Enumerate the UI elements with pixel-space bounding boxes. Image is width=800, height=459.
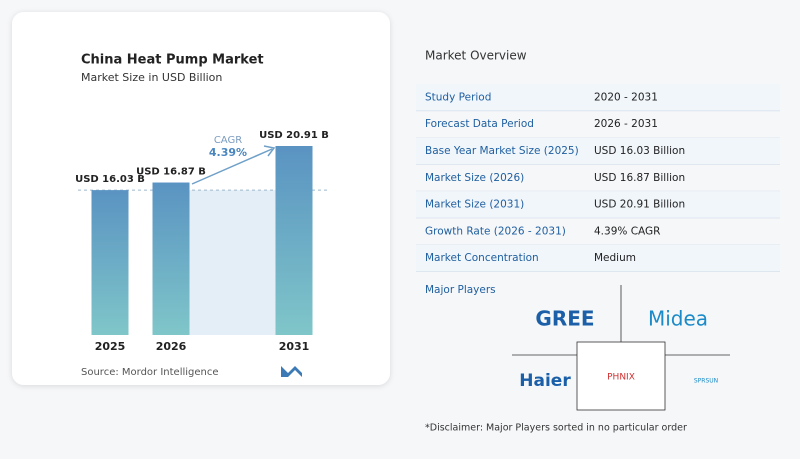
cagr-arrow-head xyxy=(263,145,276,157)
table-label: Base Year Market Size (2025) xyxy=(425,145,579,157)
table-value: 4.39% CAGR xyxy=(594,225,660,237)
player-logo: GREE xyxy=(535,307,594,331)
table-value: USD 16.03 Billion xyxy=(594,145,685,157)
player-logo: PHNIX xyxy=(607,373,635,383)
player-logo: Midea xyxy=(648,307,708,331)
player-logo: Haier xyxy=(519,371,571,391)
cagr-arrow xyxy=(191,148,273,185)
chart-title: China Heat Pump Market xyxy=(81,53,264,68)
source: Source: Mordor Intelligence xyxy=(81,367,219,378)
table-row-bg xyxy=(416,84,780,111)
table-label: Market Concentration xyxy=(425,252,539,264)
x-tick-label: 2025 xyxy=(95,340,126,353)
overview-title: Market Overview xyxy=(425,49,527,63)
cagr-value: 4.39% xyxy=(209,146,247,159)
table-label: Study Period xyxy=(425,91,491,103)
table-label: Market Size (2026) xyxy=(425,172,524,184)
table-value: 2026 - 2031 xyxy=(594,118,658,130)
table-value: Medium xyxy=(594,252,636,264)
table-value: 2020 - 2031 xyxy=(594,91,658,103)
bar xyxy=(275,146,313,335)
table-label: Growth Rate (2026 - 2031) xyxy=(425,225,566,237)
bar xyxy=(152,182,190,335)
x-tick-label: 2026 xyxy=(156,340,187,353)
bar xyxy=(91,190,129,335)
table-row-bg xyxy=(416,137,780,165)
table-value: USD 20.91 Billion xyxy=(594,199,685,211)
players-title: Major Players xyxy=(425,284,496,296)
data-label: USD 20.91 B xyxy=(259,130,329,141)
chart-subtitle: Market Size in USD Billion xyxy=(81,71,222,84)
table-value: USD 16.87 Billion xyxy=(594,172,685,184)
data-label: USD 16.87 B xyxy=(136,167,206,178)
table-row-bg xyxy=(416,191,780,218)
player-logo: SPRSUN xyxy=(694,378,718,385)
reference-band xyxy=(189,190,276,335)
table-label: Forecast Data Period xyxy=(425,118,534,130)
data-label: USD 16.03 B xyxy=(75,174,145,185)
cagr-label: CAGR xyxy=(214,135,242,146)
table-label: Market Size (2031) xyxy=(425,199,524,211)
disclaimer: *Disclaimer: Major Players sorted in no … xyxy=(425,423,687,434)
x-tick-label: 2031 xyxy=(279,340,310,353)
divider-box xyxy=(576,341,666,411)
logo xyxy=(281,366,302,377)
table-row-bg xyxy=(416,244,780,272)
